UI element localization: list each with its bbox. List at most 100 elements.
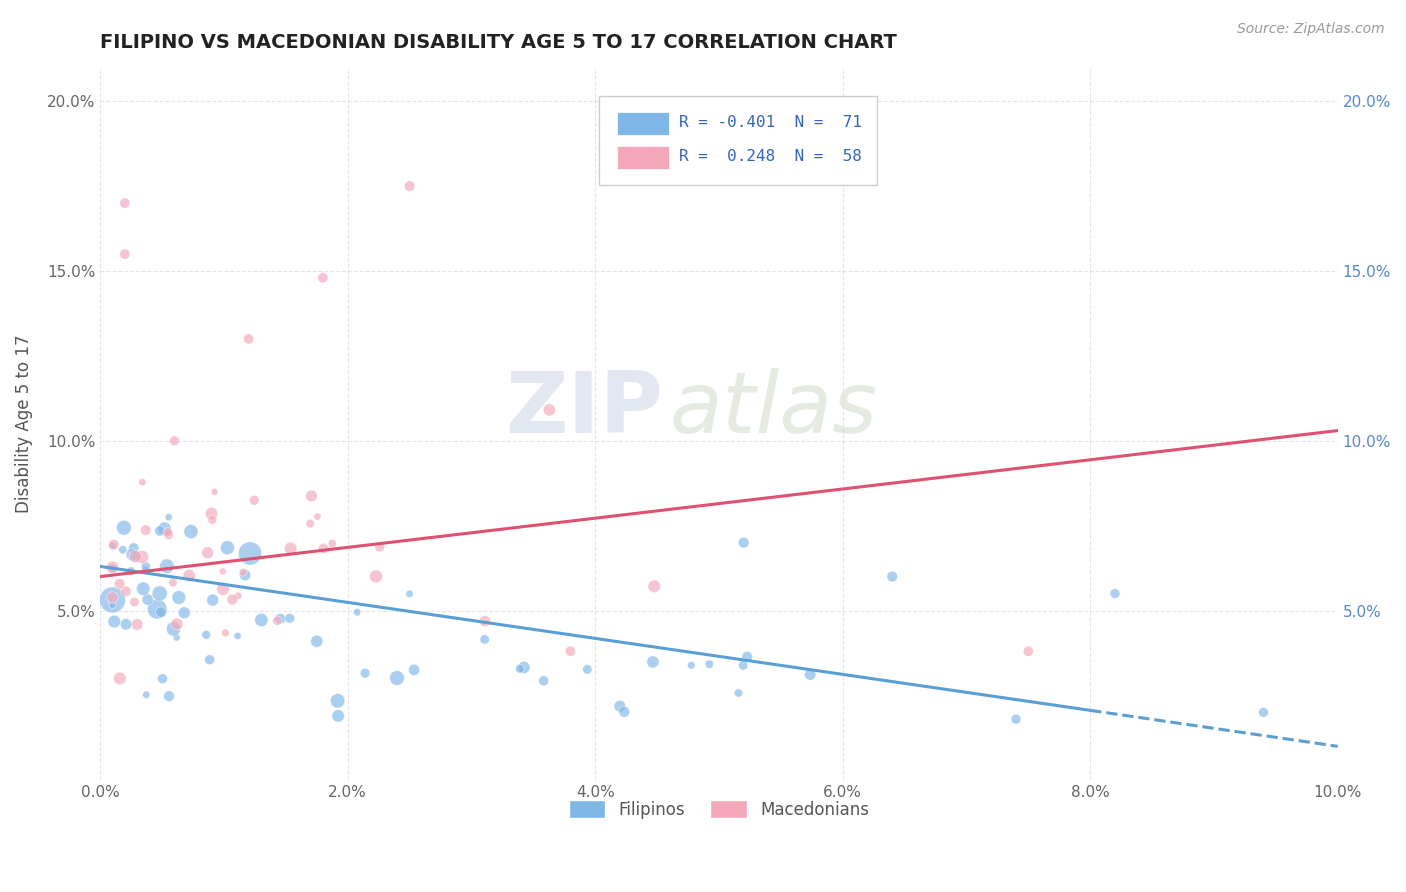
Point	[101, 561, 124, 575]
Point	[643, 579, 665, 593]
Point	[1005, 712, 1028, 726]
Point	[195, 628, 218, 642]
Point	[305, 634, 328, 648]
Point	[166, 617, 188, 632]
Point	[108, 577, 131, 591]
Point	[560, 644, 582, 658]
Point	[641, 655, 664, 669]
Point	[127, 550, 149, 565]
Point	[136, 592, 159, 607]
Point	[121, 548, 143, 562]
Point	[201, 513, 224, 527]
Text: ZIP: ZIP	[506, 368, 664, 451]
Point	[156, 559, 179, 574]
Point	[250, 613, 273, 627]
Point	[398, 179, 420, 194]
Point	[221, 592, 243, 607]
Point	[101, 593, 124, 607]
Point	[266, 614, 288, 628]
Point	[173, 606, 195, 620]
Point	[1104, 586, 1126, 600]
Point	[157, 689, 180, 703]
Point	[474, 632, 496, 647]
Point	[238, 332, 260, 346]
Point	[404, 663, 426, 677]
Point	[124, 595, 146, 609]
Point	[201, 593, 224, 607]
Point	[368, 540, 391, 554]
Point	[162, 622, 184, 636]
Point	[733, 535, 755, 549]
Point	[398, 587, 420, 601]
Point	[269, 612, 291, 626]
Point	[299, 516, 322, 531]
Point	[114, 247, 136, 261]
Point	[101, 560, 124, 574]
Point	[197, 546, 219, 560]
Point	[179, 568, 201, 582]
Point	[157, 510, 180, 524]
Point	[135, 688, 157, 702]
Point	[576, 662, 599, 676]
Point	[149, 586, 172, 600]
Point	[613, 705, 636, 719]
Point	[212, 582, 235, 596]
Point	[1253, 706, 1275, 720]
Point	[127, 617, 149, 632]
Point	[111, 542, 134, 557]
Point	[135, 523, 157, 537]
Point	[214, 625, 236, 640]
Point	[114, 196, 136, 211]
Point	[733, 658, 755, 673]
Point	[232, 566, 254, 580]
Point	[233, 568, 256, 582]
Point	[312, 270, 335, 285]
Point	[681, 658, 703, 673]
Point	[1017, 644, 1039, 658]
Point	[124, 549, 146, 564]
Point	[198, 653, 221, 667]
Point	[101, 591, 124, 605]
Point	[132, 582, 155, 596]
Point	[153, 522, 176, 536]
Point	[135, 559, 157, 574]
Point	[609, 699, 631, 714]
Point	[513, 660, 536, 674]
Point	[131, 475, 153, 490]
FancyBboxPatch shape	[617, 112, 669, 135]
Text: R = -0.401  N =  71: R = -0.401 N = 71	[679, 115, 862, 130]
Y-axis label: Disability Age 5 to 17: Disability Age 5 to 17	[15, 334, 32, 513]
Point	[146, 602, 169, 616]
Point	[211, 565, 233, 579]
Point	[166, 631, 188, 645]
Text: Source: ZipAtlas.com: Source: ZipAtlas.com	[1237, 22, 1385, 37]
Point	[280, 541, 302, 556]
Point	[149, 605, 172, 619]
Point	[727, 686, 749, 700]
Point	[226, 589, 249, 603]
Point	[156, 525, 179, 540]
Point	[149, 524, 172, 538]
Point	[799, 667, 821, 681]
Point	[103, 537, 125, 551]
Point	[122, 541, 145, 555]
Point	[101, 539, 124, 553]
Point	[134, 563, 156, 577]
Point	[354, 666, 377, 681]
Point	[735, 649, 758, 664]
Point	[321, 536, 343, 550]
Text: atlas: atlas	[669, 368, 877, 451]
Point	[312, 541, 335, 556]
Point	[152, 672, 174, 686]
Point	[204, 484, 226, 499]
Point	[108, 672, 131, 686]
Point	[131, 549, 153, 564]
Point	[239, 547, 262, 561]
Point	[307, 509, 329, 524]
Point	[103, 615, 125, 629]
Point	[278, 611, 301, 625]
Point	[474, 614, 496, 628]
Point	[326, 709, 349, 723]
Point	[115, 584, 138, 599]
FancyBboxPatch shape	[599, 95, 877, 185]
